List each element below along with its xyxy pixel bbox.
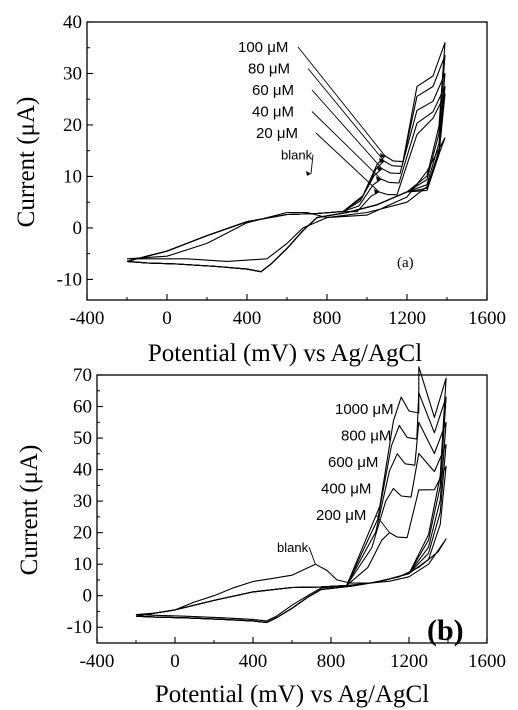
x-tick-label: 0 [170, 651, 180, 672]
annotation-leader [297, 46, 386, 157]
concentration-label: 200 μM [316, 507, 366, 524]
annotation-arrowhead [376, 176, 381, 182]
annotation-arrowhead [306, 170, 311, 176]
y-tick-label: 50 [73, 428, 92, 449]
x-tick-label: 1200 [390, 651, 428, 672]
panel-a-annotations: 100 μM 80 μM 60 μM 40 μM 20 μM blank [238, 39, 386, 194]
panel-b-x-axis-label: Potential (mV) vs Ag/AgCl [155, 681, 429, 708]
panel-a-curves [126, 42, 446, 273]
panel-b-annotations: 1000 μM 800 μM 600 μM 400 μM 200 μM blank [277, 401, 394, 565]
concentration-label: 40 μM [252, 104, 294, 121]
panel-b-y-ticks: -10 0 10 20 30 40 50 60 70 [67, 365, 103, 638]
y-tick-label: 0 [83, 586, 93, 607]
concentration-label: 400 μM [321, 481, 371, 498]
y-tick-label: 10 [63, 166, 82, 187]
concentration-label: 60 μM [252, 82, 294, 99]
x-tick-label: 800 [313, 308, 342, 329]
y-tick-label: 0 [73, 218, 83, 239]
annotation-arrowhead [374, 188, 379, 194]
concentration-label: blank [277, 540, 309, 555]
y-tick-label: -10 [67, 617, 92, 638]
panel-b-frame [96, 374, 488, 644]
panel-b-y-axis-label: Current (μA) [16, 445, 43, 576]
panel-b-label: (b) [427, 614, 464, 647]
cv-curve-400-m [135, 443, 447, 624]
x-tick-label: 1600 [468, 651, 506, 672]
panel-b: -400 0 400 800 1200 1600 -10 0 10 20 30 40 50 60 70 1… [16, 365, 506, 708]
panel-a: -400 0 400 800 1200 1600 -10 0 10 20 30 40 100 μM 8… [13, 12, 506, 367]
cv-curve-1000-m [135, 366, 447, 624]
panel-a-x-axis-label: Potential (mV) vs Ag/AgCl [148, 340, 422, 367]
y-tick-label: 20 [63, 115, 82, 136]
panel-a-x-ticks: -400 0 400 800 1200 1600 [70, 294, 506, 329]
y-tick-label: -10 [57, 269, 82, 290]
annotation-leader [311, 89, 383, 170]
concentration-label: 80 μM [248, 61, 290, 78]
annotation-leader [308, 546, 316, 565]
panel-a-label: (a) [397, 255, 414, 271]
annotation-leader [375, 514, 390, 533]
panel-b-x-ticks: -400 0 400 800 1200 1600 [80, 637, 506, 672]
concentration-label: 100 μM [238, 39, 288, 56]
y-tick-label: 40 [73, 460, 92, 481]
y-tick-label: 20 [73, 523, 92, 544]
annotation-leader [311, 111, 382, 180]
x-tick-label: 1600 [468, 308, 506, 329]
y-tick-label: 60 [73, 397, 92, 418]
concentration-label: 600 μM [328, 454, 378, 471]
annotation-arrowhead [380, 152, 385, 158]
cv-curve-blank [135, 538, 447, 622]
annotation-leader [310, 154, 314, 174]
concentration-label: 1000 μM [335, 401, 394, 418]
x-tick-label: 800 [317, 651, 346, 672]
x-tick-label: 400 [233, 308, 262, 329]
concentration-label: 800 μM [341, 428, 391, 445]
cv-curve-600-m [135, 421, 447, 624]
y-tick-label: 30 [63, 63, 82, 84]
panel-a-y-axis-label: Current (μA) [13, 97, 40, 228]
panel-a-y-ticks: -10 0 10 20 30 40 [57, 12, 93, 290]
y-tick-label: 30 [73, 491, 92, 512]
annotation-arrowhead [379, 158, 384, 163]
x-tick-label: -400 [70, 308, 105, 329]
annotation-leader [315, 132, 380, 193]
y-tick-label: 70 [73, 365, 92, 386]
y-tick-label: 40 [63, 12, 82, 33]
y-tick-label: 10 [73, 554, 92, 575]
concentration-label: 20 μM [256, 125, 298, 142]
concentration-label: blank [281, 148, 313, 163]
x-tick-label: 1200 [388, 308, 426, 329]
x-tick-label: 400 [239, 651, 268, 672]
panel-b-curves [135, 366, 447, 624]
cv-curve-100-m [126, 42, 446, 273]
annotation-leader [307, 68, 385, 162]
x-tick-label: -400 [80, 651, 115, 672]
annotation-arrowhead [377, 165, 382, 171]
x-tick-label: 0 [162, 308, 172, 329]
